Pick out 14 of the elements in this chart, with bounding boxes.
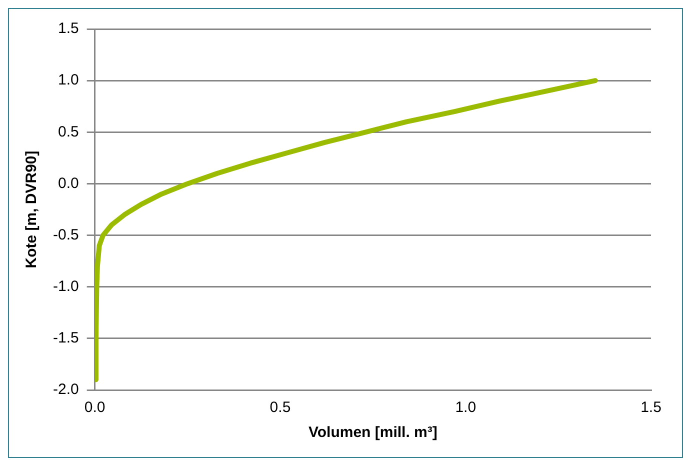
x-tick-label: 1.0 bbox=[455, 399, 476, 416]
y-tick-label: 0.5 bbox=[58, 123, 79, 140]
x-tick-label: 0.5 bbox=[270, 399, 291, 416]
y-tick-label: -0.5 bbox=[52, 226, 79, 244]
y-tick-label: 1.0 bbox=[58, 72, 79, 89]
y-axis-title: Kote [m, DVR90] bbox=[23, 150, 40, 268]
y-tick-label: -2.0 bbox=[52, 381, 79, 398]
y-tick-label: -1.5 bbox=[52, 330, 79, 347]
y-tick-label: -1.0 bbox=[52, 278, 79, 295]
x-tick-label: 0.0 bbox=[84, 399, 106, 416]
x-axis-title: Volumen [mill. m³] bbox=[308, 424, 438, 442]
x-tick-label: 1.5 bbox=[640, 399, 662, 416]
y-tick-label: 0.0 bbox=[58, 174, 79, 192]
y-tick-label: 1.5 bbox=[58, 20, 79, 38]
